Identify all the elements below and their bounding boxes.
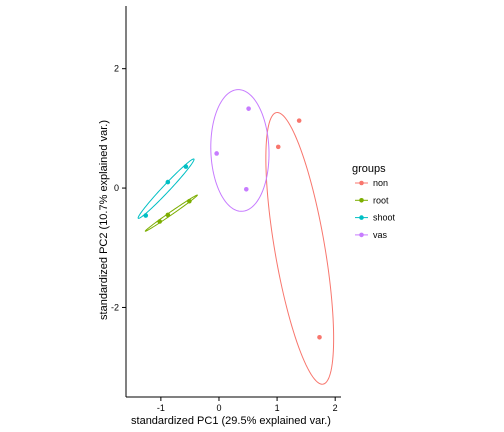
ellipse-non [265, 112, 335, 385]
ellipse-vas [210, 89, 270, 212]
ellipse-shoot [137, 158, 195, 219]
x-tick-label: 1 [275, 403, 280, 413]
legend-title: groups [352, 163, 386, 175]
x-tick-label: 2 [333, 403, 338, 413]
legend-label-non: non [373, 178, 388, 188]
x-axis-title: standardized PC1 (29.5% explained var.) [131, 415, 331, 427]
legend-key-point-vas [359, 232, 364, 238]
y-tick-label: 2 [114, 64, 119, 74]
y-axis-title: standardized PC2 (10.7% explained var.) [98, 120, 110, 320]
point-vas [246, 106, 251, 111]
point-shoot [183, 164, 189, 169]
data-points [143, 106, 322, 340]
point-non [317, 335, 322, 340]
point-non [275, 144, 281, 150]
point-vas [214, 151, 219, 156]
legend-label-shoot: shoot [373, 213, 396, 223]
legend-key-point-non [359, 180, 364, 186]
group-ellipses [137, 89, 335, 385]
y-tick-label: -2 [111, 302, 119, 312]
y-axis-ticks: -2 0 2 [111, 64, 126, 312]
legend-key-point-root [359, 198, 364, 203]
x-axis-ticks: -1 0 1 2 [157, 397, 338, 413]
point-root [165, 212, 171, 218]
legend-key-point-shoot [359, 215, 364, 220]
point-root [157, 219, 163, 224]
y-tick-label: 0 [114, 183, 119, 193]
legend: groups non root shoot vas [352, 163, 396, 240]
ellipse-root [144, 194, 198, 232]
point-shoot [165, 179, 171, 185]
point-root [187, 198, 192, 204]
legend-items: non root shoot vas [355, 178, 396, 240]
point-vas [243, 186, 249, 192]
legend-label-root: root [373, 195, 389, 205]
x-tick-label: -1 [157, 403, 165, 413]
point-shoot [143, 213, 149, 218]
legend-label-vas: vas [373, 230, 388, 240]
point-non [296, 118, 302, 123]
x-tick-label: 0 [216, 403, 221, 413]
